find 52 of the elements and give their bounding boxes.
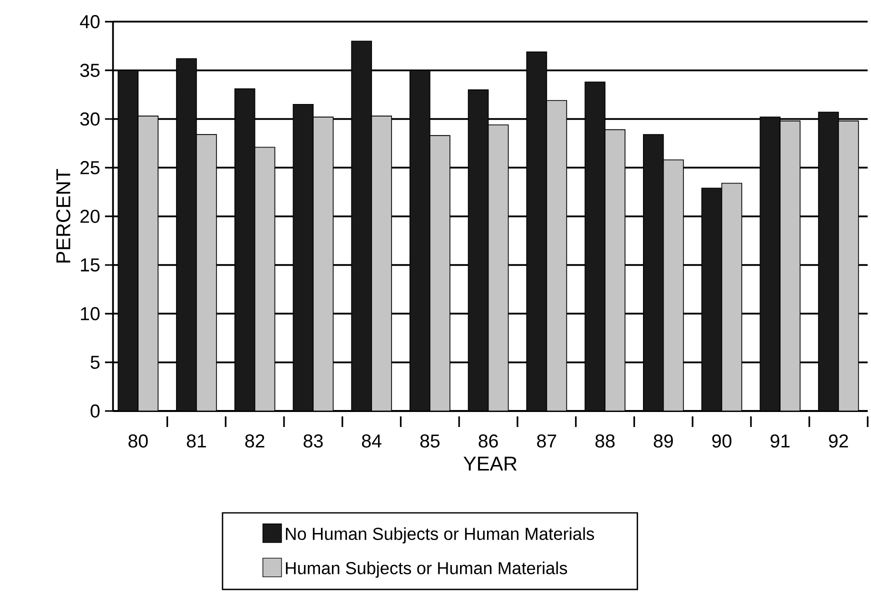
bar [780,120,800,411]
bar [722,183,742,411]
bar [196,134,216,411]
y-tick-label: 40 [80,15,100,28]
bar [818,112,839,411]
bar [643,134,664,411]
legend-label: Human Subjects or Human Materials [286,562,568,578]
bar [313,117,334,411]
bar [838,120,859,411]
bar [118,70,138,411]
bar [488,124,508,411]
bar [546,100,567,411]
x-tick-label: 84 [362,434,382,448]
bar [585,82,606,411]
x-tick-label: 88 [595,434,615,448]
bar [176,58,196,411]
bar [526,52,547,411]
bar [430,136,450,411]
y-tick-label: 0 [90,404,100,418]
y-tick-label: 15 [80,258,100,272]
y-tick-label: 35 [80,64,100,77]
x-axis-title: YEAR [464,456,517,471]
y-axis-title: PERCENT [56,169,70,262]
x-tick-label: 87 [537,434,556,448]
x-tick-label: 82 [245,434,264,448]
x-tick-label: 90 [712,434,732,448]
bar [605,130,626,411]
bar [372,116,392,411]
bar [138,116,158,411]
x-tick-label: 80 [128,434,148,448]
bar [234,88,255,411]
y-tick-label: 20 [80,210,100,223]
x-tick-label: 81 [186,434,206,448]
legend-label: No Human Subjects or Human Materials [286,527,594,544]
bar [410,70,430,411]
bar [254,147,275,411]
x-tick-label: 85 [420,434,440,448]
x-tick-label: 91 [770,434,790,448]
x-tick-label: 86 [478,434,498,448]
bar [293,104,314,411]
bar [663,160,684,411]
y-tick-label: 30 [80,112,100,126]
x-tick-label: 89 [654,434,673,448]
y-tick-label: 5 [90,356,100,369]
bar [702,188,722,411]
y-tick-label: 10 [80,307,100,320]
bar [352,41,372,411]
x-tick-label: 92 [828,434,848,448]
bar [468,90,488,411]
x-tick-label: 83 [304,434,323,448]
y-tick-label: 25 [80,161,100,174]
bar [760,117,780,411]
